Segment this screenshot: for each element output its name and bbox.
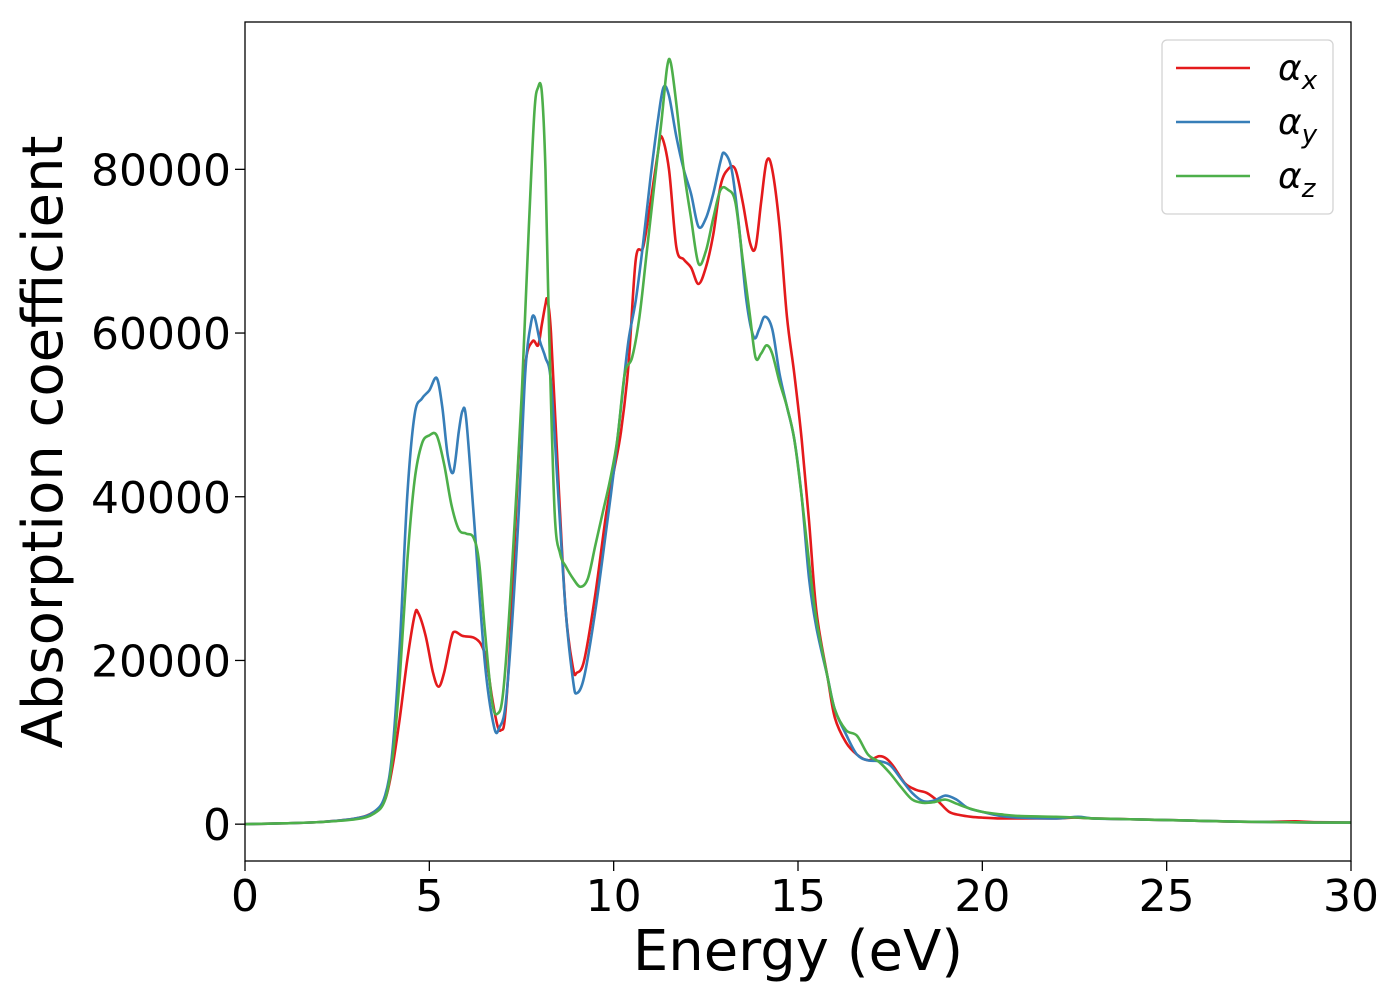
legend-label-x: αx xyxy=(1278,48,1318,96)
legend: αx αy αz xyxy=(1161,39,1334,215)
legend-box xyxy=(1161,39,1334,215)
x-axis: 0 5 10 15 20 25 30 xyxy=(231,861,1379,922)
x-tick-label: 0 xyxy=(231,871,259,922)
y-tick-label: 0 xyxy=(203,800,231,851)
series-line-z xyxy=(245,57,1351,826)
x-tick-label: 15 xyxy=(770,871,826,922)
x-tick-label: 20 xyxy=(954,871,1010,922)
legend-label-z: αz xyxy=(1278,156,1317,204)
y-tick-label: 80000 xyxy=(91,145,231,196)
x-tick-label: 30 xyxy=(1323,871,1379,922)
y-axis: 0 20000 40000 60000 80000 xyxy=(91,145,245,851)
legend-label-y: αy xyxy=(1278,102,1318,150)
x-tick-label: 5 xyxy=(415,871,443,922)
y-tick-label: 20000 xyxy=(91,636,231,687)
y-axis-label: Absorption coefficient xyxy=(11,136,76,749)
x-tick-label: 10 xyxy=(586,871,642,922)
series-layer xyxy=(245,57,1351,826)
y-tick-label: 60000 xyxy=(91,309,231,360)
x-axis-label: Energy (eV) xyxy=(633,919,963,984)
x-tick-label: 25 xyxy=(1139,871,1195,922)
y-tick-label: 40000 xyxy=(91,473,231,524)
